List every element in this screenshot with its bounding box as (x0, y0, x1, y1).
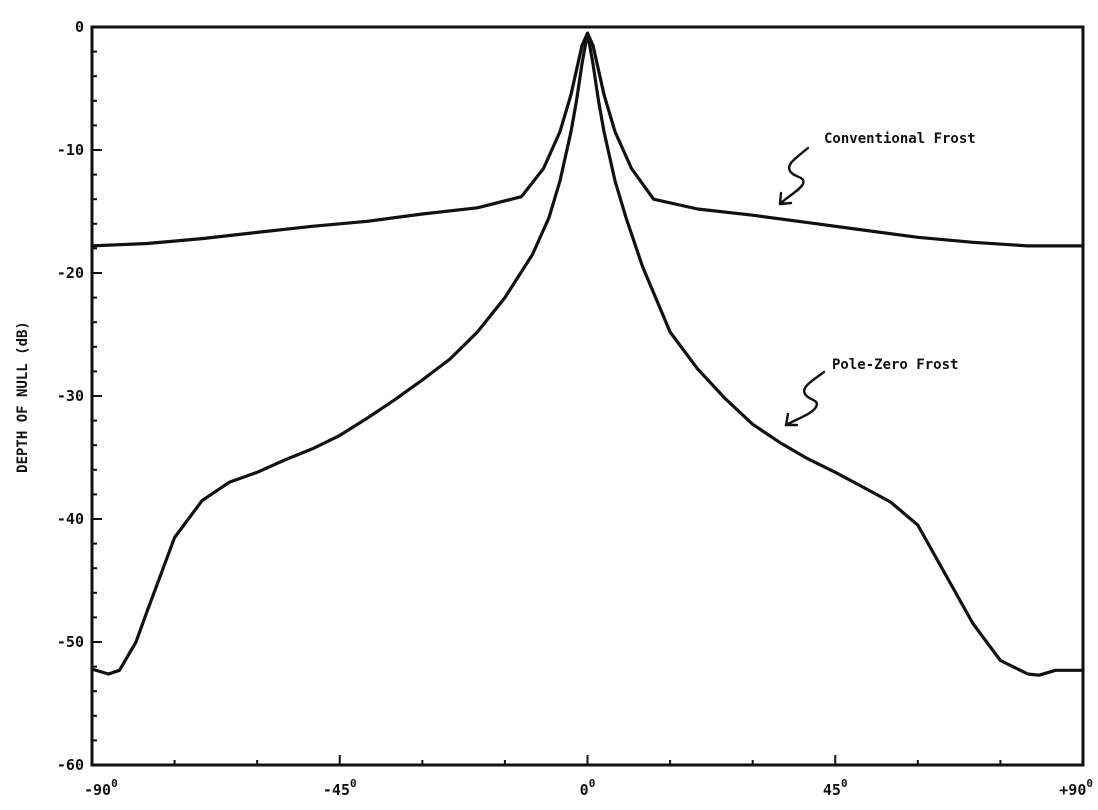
arrowhead-conventional-frost (778, 191, 793, 206)
y-tick-labels: 0 -10 -20 -30 -40 -50 -60 (57, 18, 84, 774)
x-tick-label: 450 (823, 777, 848, 799)
y-tick-label: -60 (57, 756, 84, 774)
x-tick-labels: -900 -450 00 450 +900 (84, 777, 1093, 799)
series-layer (90, 31, 1085, 677)
y-tick-label: -40 (57, 510, 84, 528)
y-axis-title: DEPTH OF NULL (dB) (15, 321, 31, 473)
y-tick-label: -50 (57, 633, 84, 651)
arrow-conventional-frost (778, 146, 810, 206)
y-tick-label: 0 (75, 18, 84, 36)
x-tick-degree-symbol: 0 (589, 777, 596, 790)
x-tick-label: -450 (323, 777, 357, 799)
x-tick-degree-symbol: 0 (1086, 777, 1093, 790)
x-tick-label-value: -45 (323, 781, 350, 799)
y-tick-label: -10 (57, 141, 84, 159)
series-line-pole-zero-frost (90, 31, 1085, 677)
x-tick-degree-symbol: 0 (350, 777, 357, 790)
x-tick-label-value: -90 (84, 781, 111, 799)
x-tick-label: -900 (84, 777, 118, 799)
x-tick-label: 00 (580, 777, 596, 799)
y-tick-label: -20 (57, 264, 84, 282)
tick-marks (91, 26, 1084, 766)
x-tick-degree-symbol: 0 (111, 777, 118, 790)
x-tick-label-value: 0 (580, 781, 589, 799)
annotation-conventional-frost: Conventional Frost (824, 131, 976, 147)
x-tick-label: +900 (1059, 777, 1093, 799)
arrow-pole-zero-frost (784, 370, 826, 427)
annotation-pole-zero-frost: Pole-Zero Frost (832, 357, 958, 373)
y-tick-label: -30 (57, 387, 84, 405)
x-tick-label-value: 45 (823, 781, 841, 799)
x-tick-degree-symbol: 0 (841, 777, 848, 790)
arrowhead-pole-zero-frost (784, 412, 799, 427)
x-tick-label-value: +90 (1059, 781, 1086, 799)
